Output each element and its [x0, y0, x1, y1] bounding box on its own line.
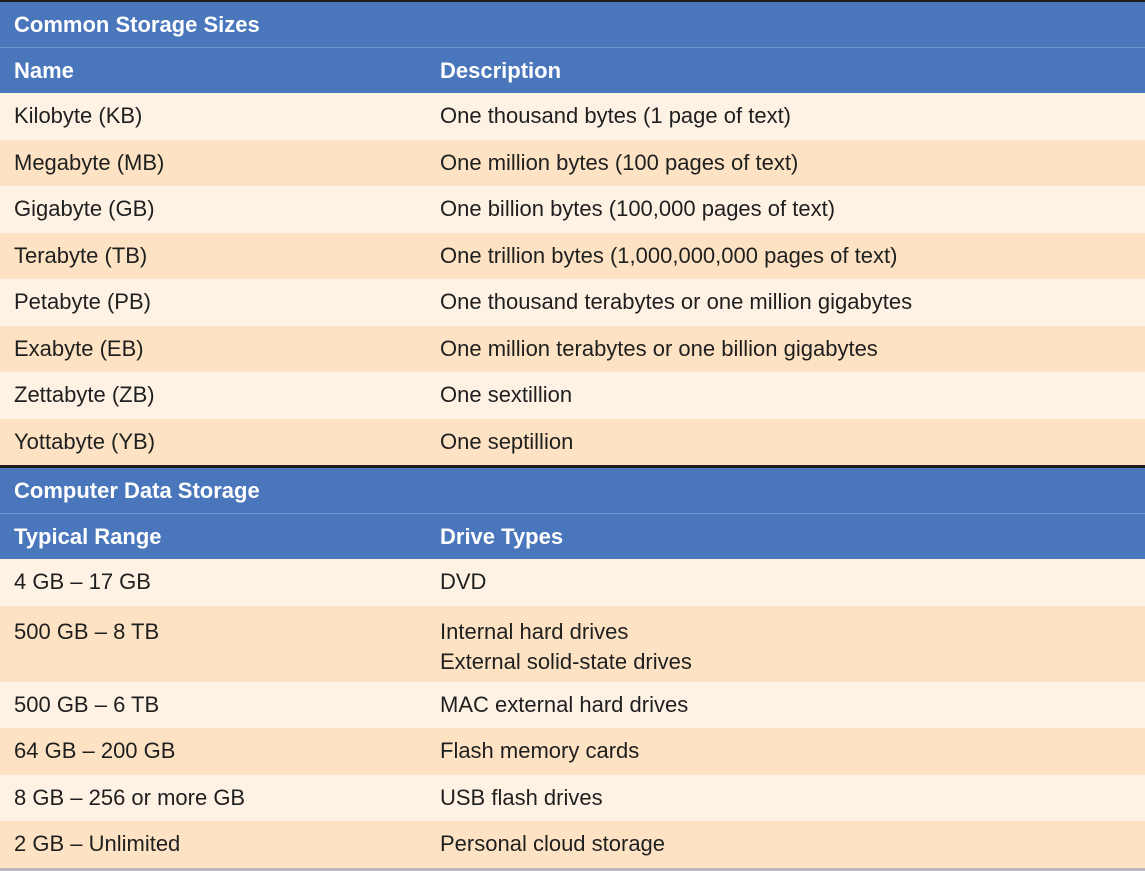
size-name-cell: Terabyte (TB) [14, 242, 148, 268]
table-row: 2 GB – Unlimited Personal cloud storage [0, 821, 1145, 868]
name-column-header: Name [14, 58, 74, 83]
drive-type-item: MAC external hard drives [440, 691, 689, 717]
range-cell: 64 GB – 200 GB [14, 738, 176, 763]
table-row: 500 GB – 6 TB MAC external hard drives [0, 681, 1145, 729]
storage-sizes-section: Common Storage Sizes Name Description Ki… [0, 0, 1145, 465]
size-name-cell: Megabyte (MB) [14, 149, 165, 175]
drive-type-item: USB flash drives [440, 784, 603, 810]
drive-type-item: DVD [440, 569, 487, 594]
size-description-cell: One million terabytes or one billion gig… [440, 335, 878, 361]
description-column-header: Description [440, 58, 562, 83]
table-row: Megabyte (MB) One million bytes (100 pag… [0, 139, 1145, 186]
size-name-cell: Gigabyte (GB) [14, 196, 155, 221]
size-name-cell: Kilobyte (KB) [14, 103, 143, 128]
table-row: Zettabyte (ZB) One sextillion [0, 372, 1145, 419]
range-cell: 8 GB – 256 or more GB [14, 784, 246, 810]
drive-type-item: Flash memory cards [440, 738, 640, 763]
size-name-cell: Zettabyte (ZB) [14, 382, 155, 407]
size-description-cell: One sextillion [440, 382, 573, 407]
drive-types-cell: Personal cloud storage [440, 821, 1145, 868]
table-row: 64 GB – 200 GB Flash memory cards [0, 728, 1145, 775]
range-column-header: Typical Range [14, 524, 162, 549]
table-row: 4 GB – 17 GB DVD [0, 559, 1145, 606]
drive-type-item: Personal cloud storage [440, 831, 666, 856]
table-row: 500 GB – 8 TB Internal hard drives Exter… [0, 605, 1145, 682]
range-cell: 500 GB – 6 TB [14, 691, 160, 717]
data-storage-header-row: Typical Range Drive Types [0, 513, 1145, 559]
drive-types-column-header: Drive Types [440, 524, 564, 549]
drive-types-cell: DVD [440, 559, 1145, 606]
table-row: Petabyte (PB) One thousand terabytes or … [0, 279, 1145, 326]
size-name-cell: Petabyte (PB) [14, 289, 151, 314]
table-row: 8 GB – 256 or more GB USB flash drives [0, 774, 1145, 822]
table-row: Exabyte (EB) One million terabytes or on… [0, 325, 1145, 372]
size-name-cell: Yottabyte (YB) [14, 428, 156, 454]
range-cell: 500 GB – 8 TB [14, 618, 160, 644]
data-storage-title: Computer Data Storage [0, 468, 1145, 513]
size-description-cell: One trillion bytes (1,000,000,000 pages … [440, 242, 898, 268]
size-description-cell: One million bytes (100 pages of text) [440, 149, 799, 175]
drive-types-cell: Internal hard drives External solid-stat… [440, 617, 1145, 682]
drive-types-cell: Flash memory cards [440, 728, 1145, 775]
table-row: Yottabyte (YB) One septillion [0, 418, 1145, 465]
size-description-cell: One billion bytes (100,000 pages of text… [440, 196, 836, 221]
storage-sizes-header-row: Name Description [0, 47, 1145, 93]
range-cell: 4 GB – 17 GB [14, 569, 151, 594]
drive-types-cell: USB flash drives [440, 775, 1145, 822]
storage-sizes-title: Common Storage Sizes [0, 2, 1145, 47]
table-row: Gigabyte (GB) One billion bytes (100,000… [0, 186, 1145, 233]
drive-type-item: External solid-state drives [440, 648, 692, 674]
drive-type-item: Internal hard drives [440, 618, 629, 644]
table-row: Kilobyte (KB) One thousand bytes (1 page… [0, 93, 1145, 140]
size-description-cell: One thousand bytes (1 page of text) [440, 103, 792, 128]
size-description-cell: One septillion [440, 428, 574, 454]
size-description-cell: One thousand terabytes or one million gi… [440, 289, 913, 314]
table-bottom-divider [0, 867, 1145, 871]
table-row: Terabyte (TB) One trillion bytes (1,000,… [0, 232, 1145, 279]
drive-types-cell: MAC external hard drives [440, 682, 1145, 729]
size-name-cell: Exabyte (EB) [14, 335, 144, 361]
data-storage-section: Computer Data Storage Typical Range Driv… [0, 465, 1145, 871]
range-cell: 2 GB – Unlimited [14, 831, 181, 856]
